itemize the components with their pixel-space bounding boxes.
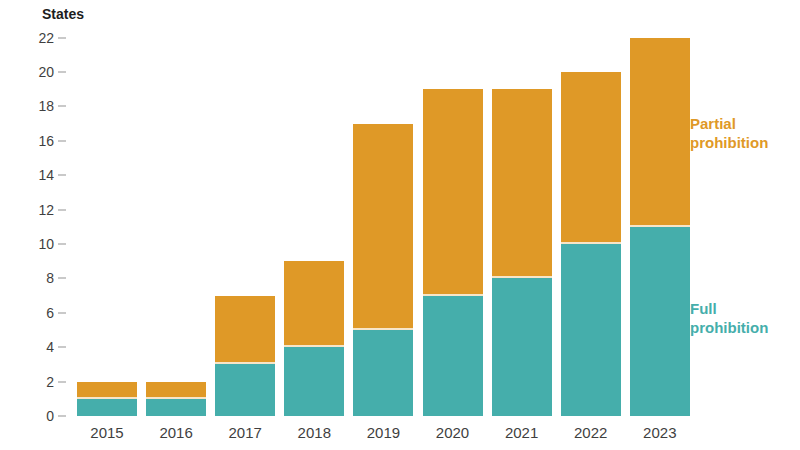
bar-segment-partial-prohibition xyxy=(561,72,621,244)
bar-segment-partial-prohibition xyxy=(146,382,206,399)
bar-segment-full-prohibition xyxy=(423,296,483,416)
legend-partial-prohibition: Partial prohibition xyxy=(690,115,790,153)
y-tick-dash xyxy=(58,346,66,348)
bar-segment-full-prohibition xyxy=(215,364,275,416)
y-tick-dash xyxy=(58,174,66,176)
bar-2022 xyxy=(561,72,621,416)
bar-2015 xyxy=(77,382,137,416)
y-tick-label: 6 xyxy=(14,305,54,321)
x-tick-label-2023: 2023 xyxy=(625,424,695,441)
y-tick-label: 4 xyxy=(14,339,54,355)
bar-2018 xyxy=(284,261,344,416)
y-tick-label: 22 xyxy=(14,30,54,46)
y-tick-dash xyxy=(58,381,66,383)
y-tick-label: 14 xyxy=(14,167,54,183)
bar-segment-partial-prohibition xyxy=(77,382,137,399)
bar-segment-partial-prohibition xyxy=(284,261,344,347)
y-tick-label: 10 xyxy=(14,236,54,252)
x-tick-label-2016: 2016 xyxy=(141,424,211,441)
bar-segment-partial-prohibition xyxy=(423,89,483,295)
bar-2017 xyxy=(215,296,275,416)
y-tick-label: 20 xyxy=(14,64,54,80)
y-tick-label: 16 xyxy=(14,133,54,149)
y-tick-label: 0 xyxy=(14,408,54,424)
chart: States 0246810121416182022 2015201620172… xyxy=(0,0,800,450)
bar-segment-full-prohibition xyxy=(284,347,344,416)
bar-segment-full-prohibition xyxy=(630,227,690,416)
bar-2016 xyxy=(146,382,206,416)
bar-segment-partial-prohibition xyxy=(492,89,552,278)
x-tick-label-2022: 2022 xyxy=(556,424,626,441)
bar-2020 xyxy=(423,89,483,416)
y-tick-dash xyxy=(58,415,66,417)
x-tick-label-2015: 2015 xyxy=(72,424,142,441)
bar-2023 xyxy=(630,38,690,416)
x-tick-label-2017: 2017 xyxy=(210,424,280,441)
y-tick-dash xyxy=(58,37,66,39)
bar-segment-full-prohibition xyxy=(561,244,621,416)
bar-segment-full-prohibition xyxy=(77,399,137,416)
bar-segment-full-prohibition xyxy=(146,399,206,416)
y-tick-dash xyxy=(58,277,66,279)
y-tick-dash xyxy=(58,71,66,73)
x-tick-label-2021: 2021 xyxy=(487,424,557,441)
y-tick-label: 2 xyxy=(14,374,54,390)
bar-segment-full-prohibition xyxy=(492,278,552,416)
bar-segment-partial-prohibition xyxy=(353,124,413,330)
bar-2019 xyxy=(353,124,413,416)
bar-segment-partial-prohibition xyxy=(215,296,275,365)
bar-2021 xyxy=(492,89,552,416)
bar-segment-full-prohibition xyxy=(353,330,413,416)
y-tick-dash xyxy=(58,312,66,314)
y-tick-dash xyxy=(58,209,66,211)
x-tick-label-2020: 2020 xyxy=(418,424,488,441)
x-tick-label-2018: 2018 xyxy=(279,424,349,441)
y-tick-dash xyxy=(58,105,66,107)
y-axis-title: States xyxy=(42,6,84,22)
y-tick-label: 12 xyxy=(14,202,54,218)
y-tick-label: 18 xyxy=(14,98,54,114)
y-tick-dash xyxy=(58,243,66,245)
y-tick-label: 8 xyxy=(14,270,54,286)
legend-full-prohibition: Full prohibition xyxy=(690,300,790,338)
bar-segment-partial-prohibition xyxy=(630,38,690,227)
x-tick-label-2019: 2019 xyxy=(348,424,418,441)
y-tick-dash xyxy=(58,140,66,142)
